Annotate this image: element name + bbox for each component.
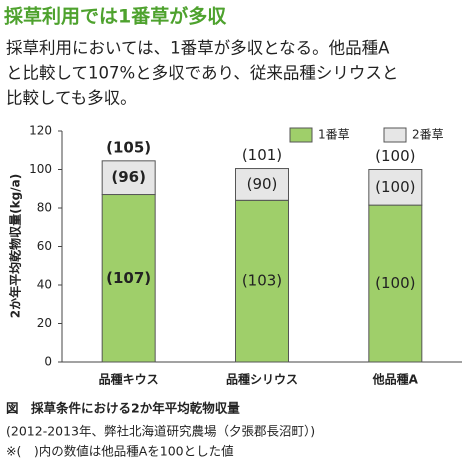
legend-label: 1番草 (318, 128, 350, 142)
segment-label: (96) (111, 168, 146, 186)
x-tick-label: 品種キウス (99, 372, 159, 387)
bar-segment (235, 199, 289, 363)
paragraph-line: 採草利用においては、1番草が多収となる。他品種A (6, 39, 390, 58)
bar-segment (368, 204, 423, 363)
bar-segment (235, 168, 289, 201)
y-tick-label: 80 (37, 201, 52, 215)
legend-swatch (289, 127, 313, 143)
segment-label: (103) (242, 272, 282, 290)
total-label: (101) (242, 146, 282, 164)
y-tick-label: 100 (29, 162, 52, 176)
y-axis-label: 2か年平均乾物収量(kg/a) (8, 174, 23, 318)
legend-label: 2番草 (412, 128, 444, 142)
total-label: (105) (106, 138, 151, 156)
y-tick-label: 120 (29, 124, 52, 138)
y-tick-label: 0 (44, 355, 52, 369)
legend-swatch (383, 127, 407, 143)
segment-label: (90) (247, 175, 278, 193)
bar-segment (368, 169, 423, 206)
caption: (2012-2013年、弊社北海道研究農場（夕張郡長沼町）) (6, 424, 315, 439)
caption: 図 採草条件における2か年平均乾物収量 (6, 401, 240, 416)
segment-label: (100) (375, 178, 415, 196)
y-tick-label: 20 (37, 316, 52, 330)
x-tick-label: 品種シリウス (226, 372, 298, 387)
title: 採草利用では1番草が多収 (4, 5, 227, 28)
paragraph-line: と比較して107%と多収であり、従来品種シリウスと (6, 64, 398, 83)
x-tick-label: 他品種A (372, 372, 419, 387)
segment-label: (100) (375, 274, 415, 292)
segment-label: (107) (106, 269, 151, 287)
caption: ※( )内の数値は他品種Aを100とした値 (6, 444, 234, 459)
paragraph-line: 比較しても多収。 (6, 89, 137, 108)
bar-segment (101, 194, 156, 363)
y-tick-label: 60 (37, 239, 52, 253)
total-label: (100) (375, 147, 415, 165)
bar-segment (101, 160, 156, 196)
y-tick-label: 40 (37, 278, 52, 292)
